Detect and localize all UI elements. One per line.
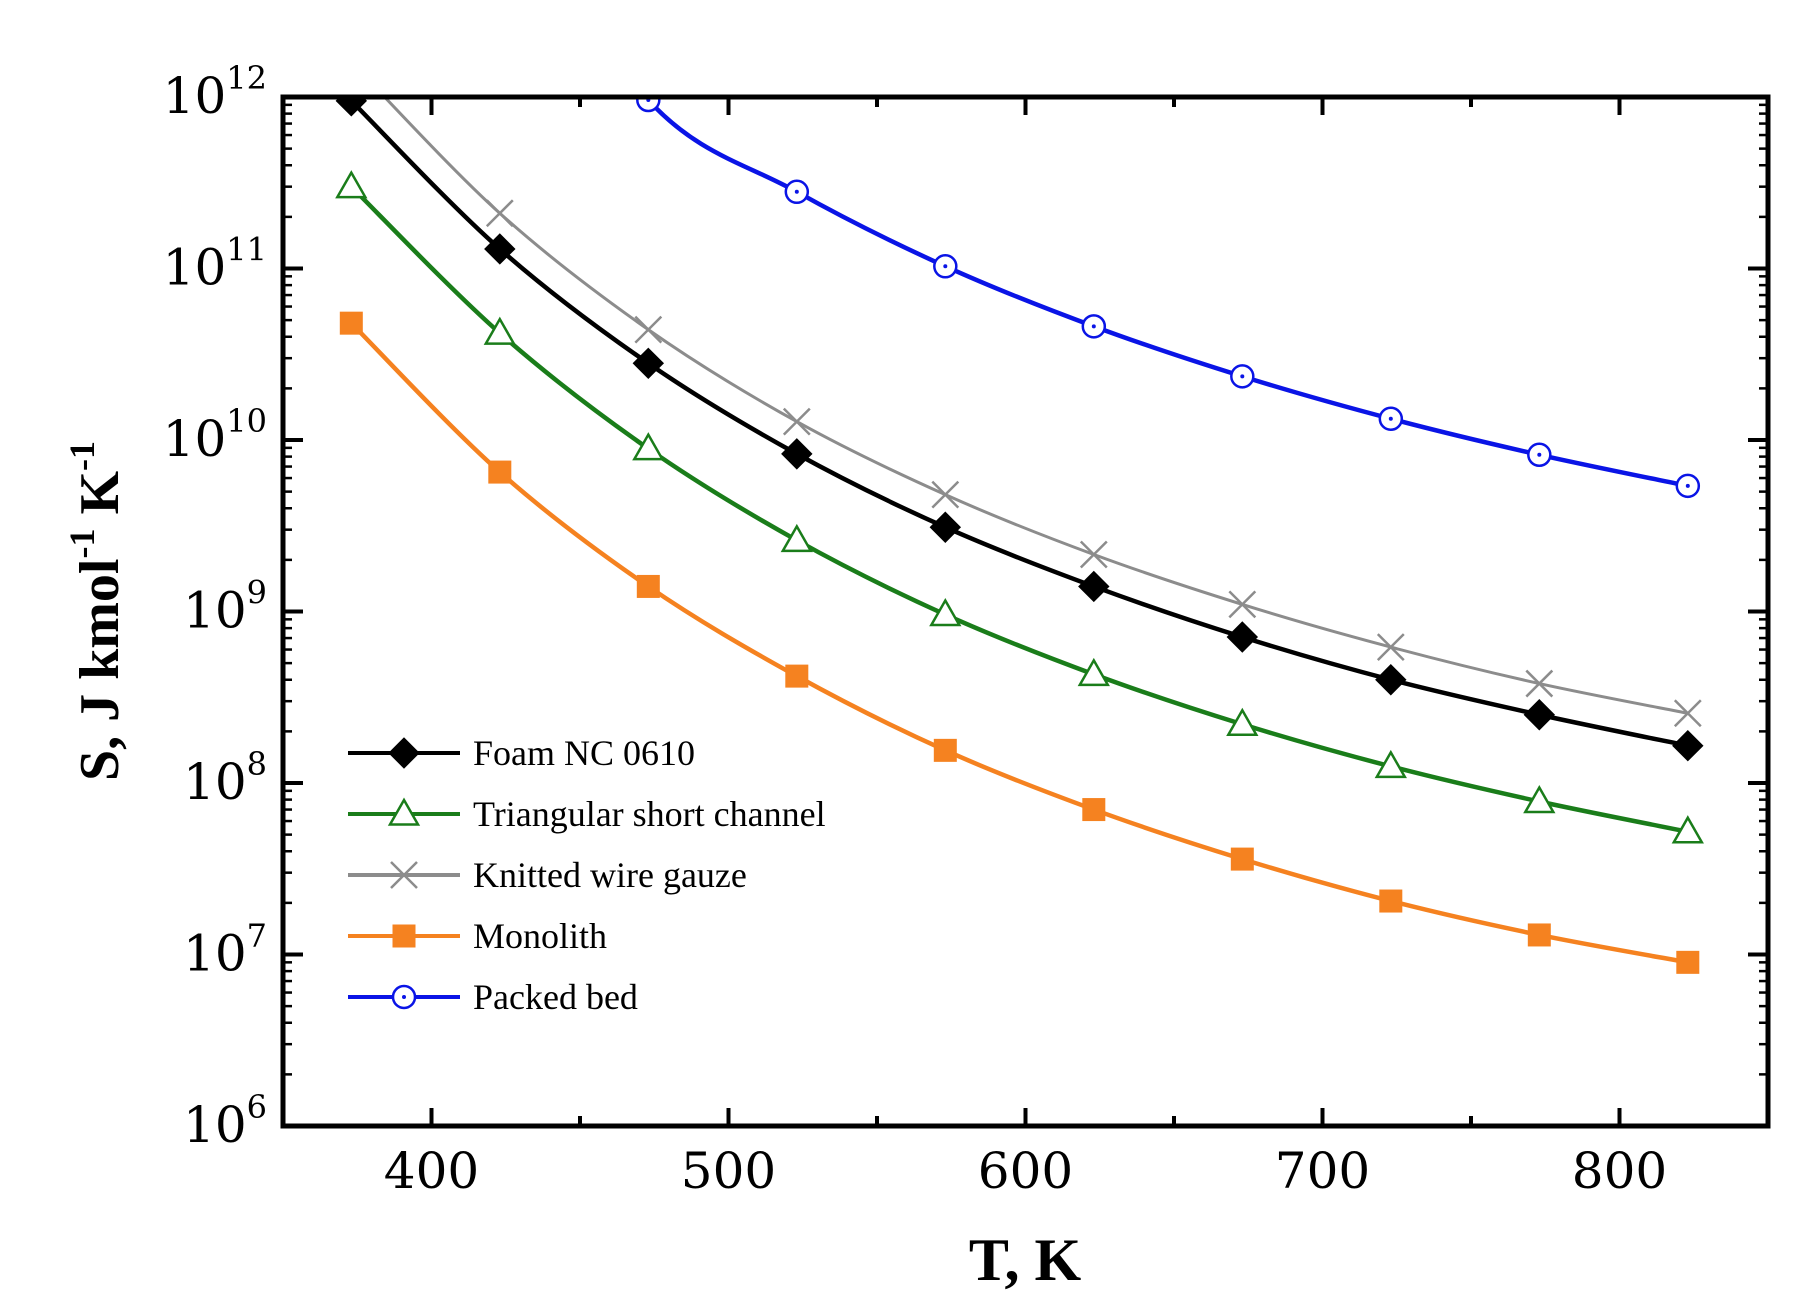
data-point-monolith [1230, 847, 1254, 871]
data-point-triangular-short-channel [1523, 784, 1556, 814]
data-point-foam-nc-0610 [1523, 699, 1556, 731]
data-point-packed-bed [636, 97, 661, 113]
legend-marker-monolith [392, 924, 416, 948]
data-point-foam-nc-0610 [484, 233, 516, 265]
data-point-monolith [933, 738, 957, 762]
series-line-foam-nc-0610 [349, 99, 1689, 748]
series-line-monolith [349, 321, 1689, 965]
y-tick-label: 109 [183, 574, 267, 640]
data-point-knitted-wire-gauze [1228, 590, 1257, 619]
data-point-foam-nc-0610 [1226, 621, 1259, 653]
data-point-foam-nc-0610 [781, 438, 813, 470]
data-point-triangular-short-channel [335, 170, 368, 199]
data-point-knitted-wire-gauze [1525, 669, 1554, 698]
data-point-triangular-short-channel [483, 316, 516, 345]
data-point-monolith [488, 460, 512, 484]
data-point-knitted-wire-gauze [338, 49, 364, 75]
data-point-knitted-wire-gauze [634, 315, 663, 344]
data-point-packed-bed [1230, 364, 1255, 389]
x-tick-label: 700 [1275, 1142, 1370, 1200]
x-tick-label: 500 [681, 1142, 776, 1200]
legend-label-triangular-short-channel: Triangular short channel [473, 794, 826, 834]
y-tick-label: 108 [183, 745, 267, 811]
data-point-monolith [1527, 923, 1551, 947]
x-axis-title: T, K [969, 1227, 1082, 1293]
data-point-foam-nc-0610 [335, 97, 368, 117]
y-tick-label: 1011 [163, 231, 267, 297]
data-point-triangular-short-channel [1077, 657, 1110, 687]
series-line-knitted-wire-gauze [382, 97, 1689, 715]
y-tick-label: 107 [183, 917, 267, 983]
y-tick-label: 106 [183, 1088, 267, 1154]
data-point-packed-bed [933, 254, 958, 279]
legend: Foam NC 0610 Triangular short channel Knit… [348, 733, 826, 1017]
data-point-foam-nc-0610 [632, 347, 665, 380]
data-point-packed-bed [1378, 406, 1404, 432]
data-point-knitted-wire-gauze [485, 199, 514, 228]
data-point-foam-nc-0610 [1375, 664, 1407, 696]
legend-marker-knitted-wire-gauze [390, 861, 418, 889]
data-point-triangular-short-channel [1671, 815, 1704, 844]
data-point-triangular-short-channel [1374, 749, 1407, 779]
data-point-triangular-short-channel [1226, 707, 1259, 737]
legend-label-packed-bed: Packed bed [473, 977, 638, 1017]
data-point-knitted-wire-gauze [1673, 699, 1702, 728]
y-tick-label: 1012 [163, 59, 267, 125]
data-point-foam-nc-0610 [929, 511, 962, 543]
data-point-packed-bed [1527, 442, 1552, 468]
data-point-packed-bed [1081, 314, 1107, 339]
data-point-monolith [636, 574, 660, 598]
data-point-foam-nc-0610 [1078, 570, 1110, 603]
data-point-monolith [1082, 798, 1106, 822]
data-point-triangular-short-channel [929, 598, 962, 627]
legend-label-knitted-wire-gauze: Knitted wire gauze [473, 855, 747, 895]
data-point-monolith [339, 311, 363, 335]
series-line-packed-bed [642, 97, 1689, 489]
data-point-packed-bed [784, 179, 810, 205]
data-point-triangular-short-channel [780, 523, 813, 553]
x-tick-label: 400 [384, 1142, 479, 1200]
data-point-foam-nc-0610 [1672, 729, 1704, 762]
data-point-knitted-wire-gauze [1079, 540, 1108, 569]
y-axis-title: S, J kmol-1 K-1 [62, 441, 131, 781]
data-point-knitted-wire-gauze [931, 480, 960, 509]
data-point-monolith [1676, 950, 1700, 974]
legend-marker-triangular-short-channel [387, 797, 421, 826]
series-line-triangular-short-channel [349, 185, 1689, 834]
data-point-monolith [785, 664, 809, 688]
y-tick-label: 1010 [163, 402, 267, 468]
x-tick-label: 600 [978, 1142, 1073, 1200]
data-point-knitted-wire-gauze [1376, 633, 1405, 661]
data-point-packed-bed [1675, 473, 1701, 499]
legend-label-foam-nc-0610: Foam NC 0610 [473, 733, 695, 773]
legend-marker-packed-bed [391, 984, 417, 1010]
data-point-knitted-wire-gauze [782, 407, 811, 436]
legend-marker-foam-nc-0610 [388, 737, 420, 769]
data-point-monolith [1379, 889, 1403, 913]
x-tick-label: 800 [1572, 1142, 1667, 1200]
legend-label-monolith: Monolith [473, 916, 607, 956]
data-point-triangular-short-channel [632, 432, 665, 461]
